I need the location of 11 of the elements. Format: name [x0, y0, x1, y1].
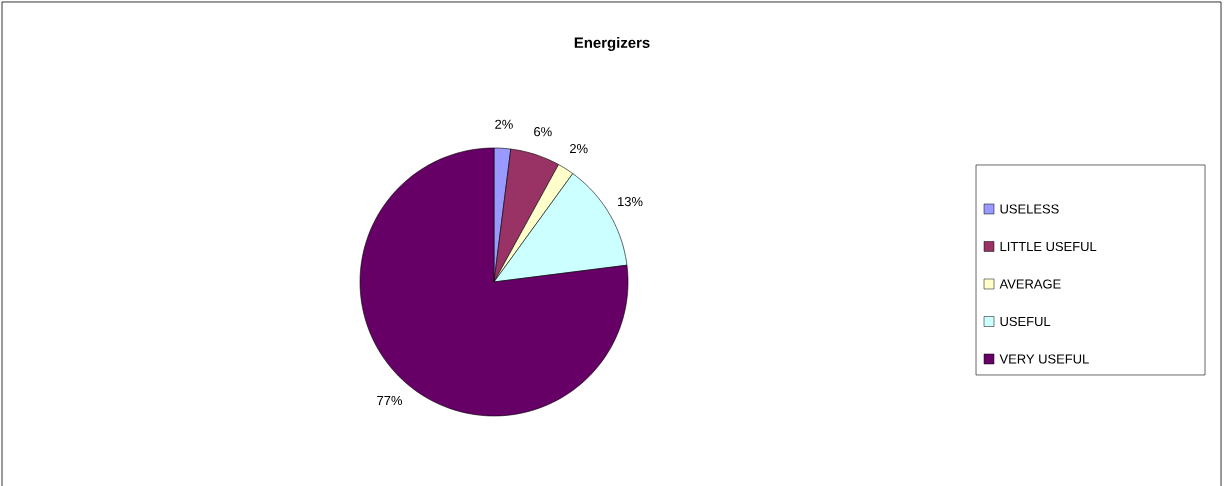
chart-title: Energizers — [574, 36, 650, 51]
legend-label: USELESS — [1000, 204, 1059, 214]
legend-label: VERY USEFUL — [999, 354, 1089, 364]
data-label: 6% — [534, 127, 552, 137]
data-label: 13% — [618, 196, 643, 207]
legend-label: LITTLE USEFUL — [1000, 241, 1097, 252]
legend-label: USEFUL — [1000, 316, 1051, 327]
legend-label: AVERAGE — [999, 279, 1061, 289]
data-label: 77% — [377, 395, 403, 406]
data-label: 2% — [570, 144, 588, 154]
data-label: 2% — [495, 119, 513, 129]
